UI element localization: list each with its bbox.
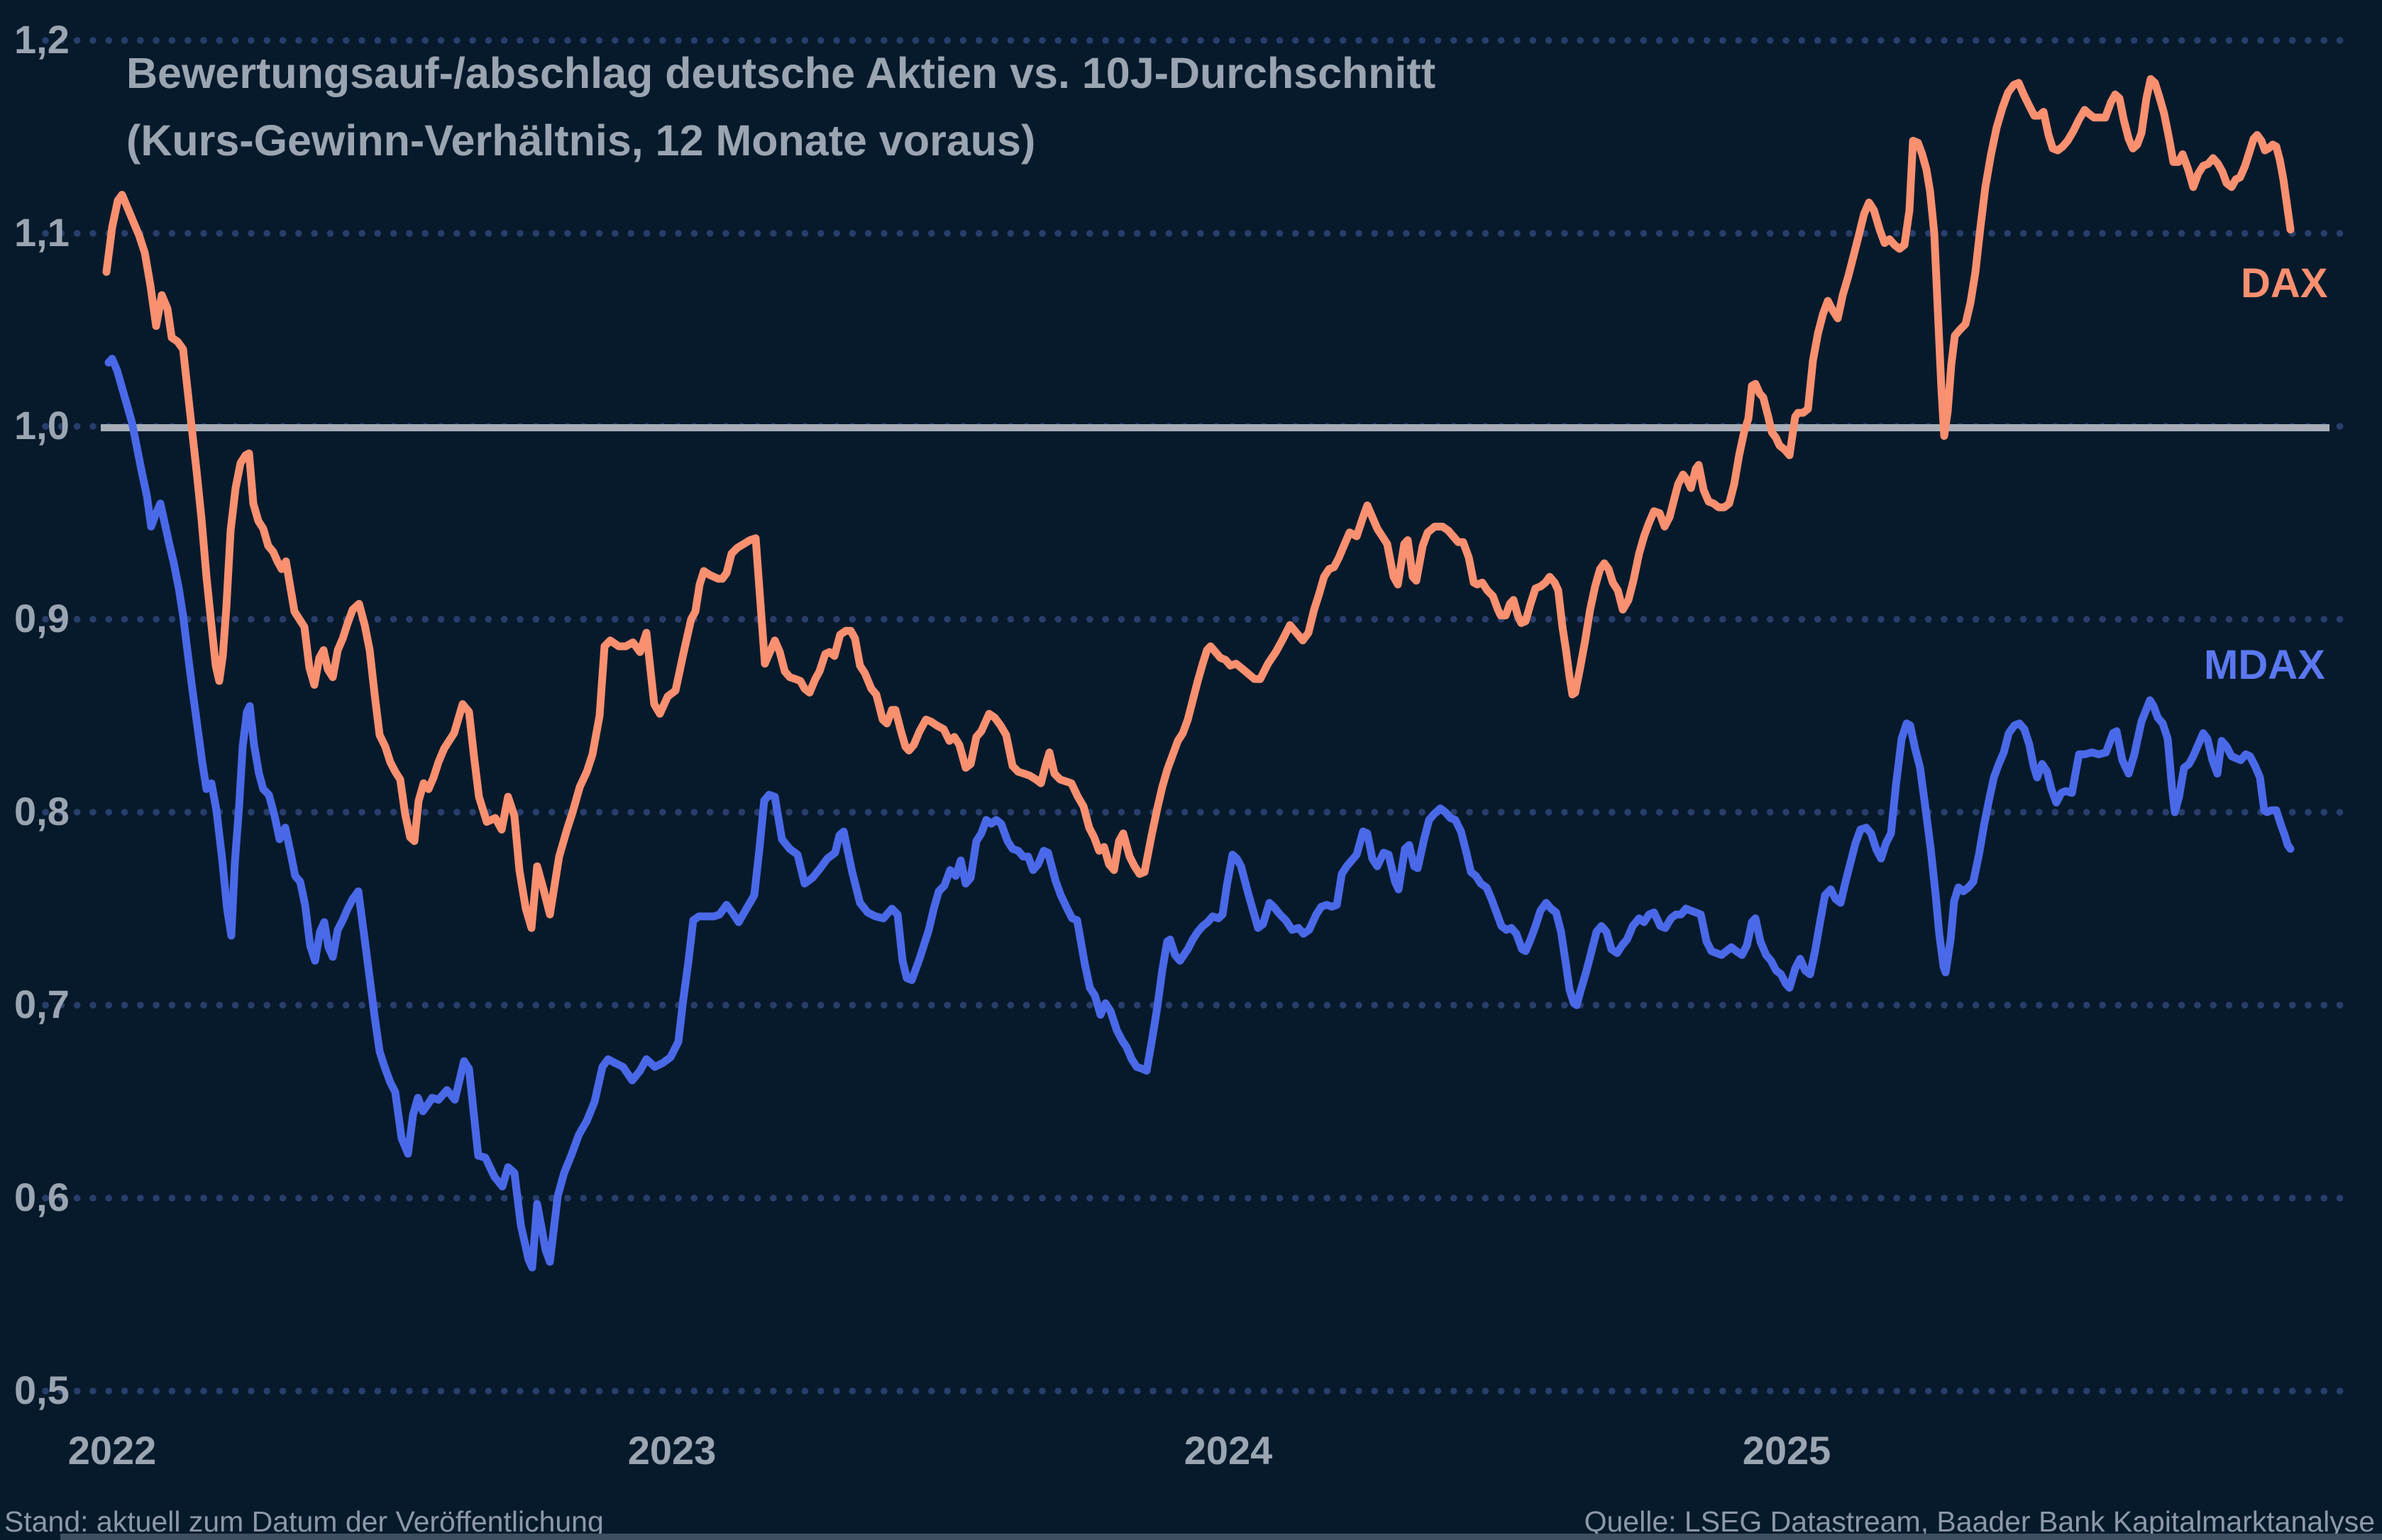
series-label-dax: DAX (2241, 260, 2328, 306)
y-tick-label-0.7: 0,7 (14, 982, 70, 1027)
y-tick-label-0.9: 0,9 (14, 596, 70, 641)
y-tick-label-0.5: 0,5 (14, 1368, 70, 1413)
chart-title: Bewertungsauf-/abschlag deutsche Aktien … (126, 40, 1435, 175)
chart-title-line2: (Kurs-Gewinn-Verhältnis, 12 Monate vorau… (126, 116, 1036, 165)
x-tick-label-2022: 2022 (67, 1428, 157, 1473)
y-tick-label-1.1: 1,1 (14, 210, 70, 255)
series-line-mdax (104, 355, 2295, 1272)
series-line-dax (102, 74, 2295, 932)
series-label-mdax: MDAX (2204, 642, 2325, 688)
x-tick-label-2025: 2025 (1742, 1428, 1831, 1473)
chart-title-line1: Bewertungsauf-/abschlag deutsche Aktien … (126, 49, 1436, 97)
y-tick-label-0.6: 0,6 (14, 1175, 70, 1220)
footnote-status: Stand: aktuell zum Datum der Veröffentli… (4, 1505, 604, 1538)
footnote-source: Quelle: LSEG Datastream, Baader Bank Kap… (1584, 1505, 2375, 1538)
y-tick-label-1.2: 1,2 (14, 17, 70, 62)
x-tick-label-2024: 2024 (1184, 1428, 1273, 1473)
x-tick-label-2023: 2023 (627, 1428, 717, 1473)
y-tick-label-1: 1,0 (14, 403, 70, 448)
y-tick-label-0.8: 0,8 (14, 789, 70, 834)
footer-bar (60, 1534, 2382, 1540)
